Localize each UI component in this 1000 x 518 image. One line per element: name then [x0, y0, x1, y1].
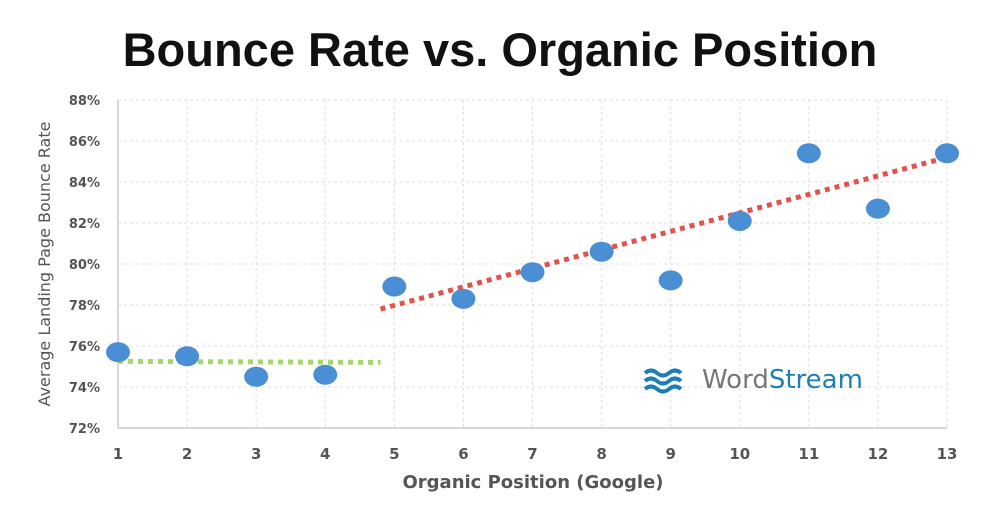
wave-icon	[643, 368, 683, 394]
trendlines	[117, 154, 948, 365]
data-point	[106, 342, 130, 363]
data-point	[382, 276, 407, 297]
trendline	[379, 154, 948, 312]
x-tick-label: 4	[320, 445, 330, 463]
data-point	[451, 288, 476, 309]
y-tick-label: 76%	[69, 340, 100, 355]
y-tick-label: 88%	[69, 94, 100, 109]
y-axis-label: Average Landing Page Bounce Rate	[35, 122, 54, 407]
x-tick-label: 12	[867, 445, 888, 463]
x-tick-label: 5	[389, 445, 399, 463]
wordstream-logo: WordStream	[643, 365, 863, 395]
data-point	[935, 143, 959, 164]
x-tick-label: 8	[596, 445, 606, 463]
y-tick-label: 86%	[69, 135, 100, 150]
trendline	[117, 358, 381, 365]
logo-word: Word	[702, 365, 769, 395]
data-point	[175, 346, 200, 367]
data-point	[244, 366, 269, 387]
x-tick-label: 6	[458, 445, 468, 463]
svg-text:WordStream: WordStream	[702, 365, 863, 395]
y-tick-label: 78%	[69, 299, 100, 314]
data-point	[589, 241, 614, 262]
data-point	[313, 364, 338, 385]
data-point	[865, 198, 890, 219]
axes	[117, 100, 947, 429]
data-point	[727, 210, 752, 231]
data-point	[796, 143, 821, 164]
y-tick-label: 82%	[69, 217, 100, 232]
data-point	[658, 270, 683, 291]
y-tick-label: 74%	[69, 381, 100, 396]
y-tick-label: 80%	[69, 258, 100, 273]
x-tick-label: 9	[665, 445, 675, 463]
x-tick-label: 10	[729, 445, 750, 463]
y-tick-label: 72%	[69, 422, 100, 437]
x-tick-label: 1	[113, 445, 123, 463]
y-tick-label: 84%	[69, 176, 100, 191]
data-points	[106, 143, 959, 387]
tick-labels: 1 2 3 4 5 6 7 8 9 10 11 12 1372%74%76%78%80%82%84%86…	[69, 94, 958, 463]
chart-title: Bounce Rate vs. Organic Position	[122, 23, 878, 76]
x-axis-label: Organic Position (Google)	[402, 472, 663, 493]
x-tick-label: 3	[251, 445, 261, 463]
x-tick-label: 2	[182, 445, 192, 463]
x-tick-label: 7	[527, 445, 537, 463]
data-point	[520, 262, 545, 283]
logo-stream: Stream	[769, 365, 863, 395]
x-tick-label: 11	[798, 445, 819, 463]
x-tick-label: 13	[937, 445, 958, 463]
